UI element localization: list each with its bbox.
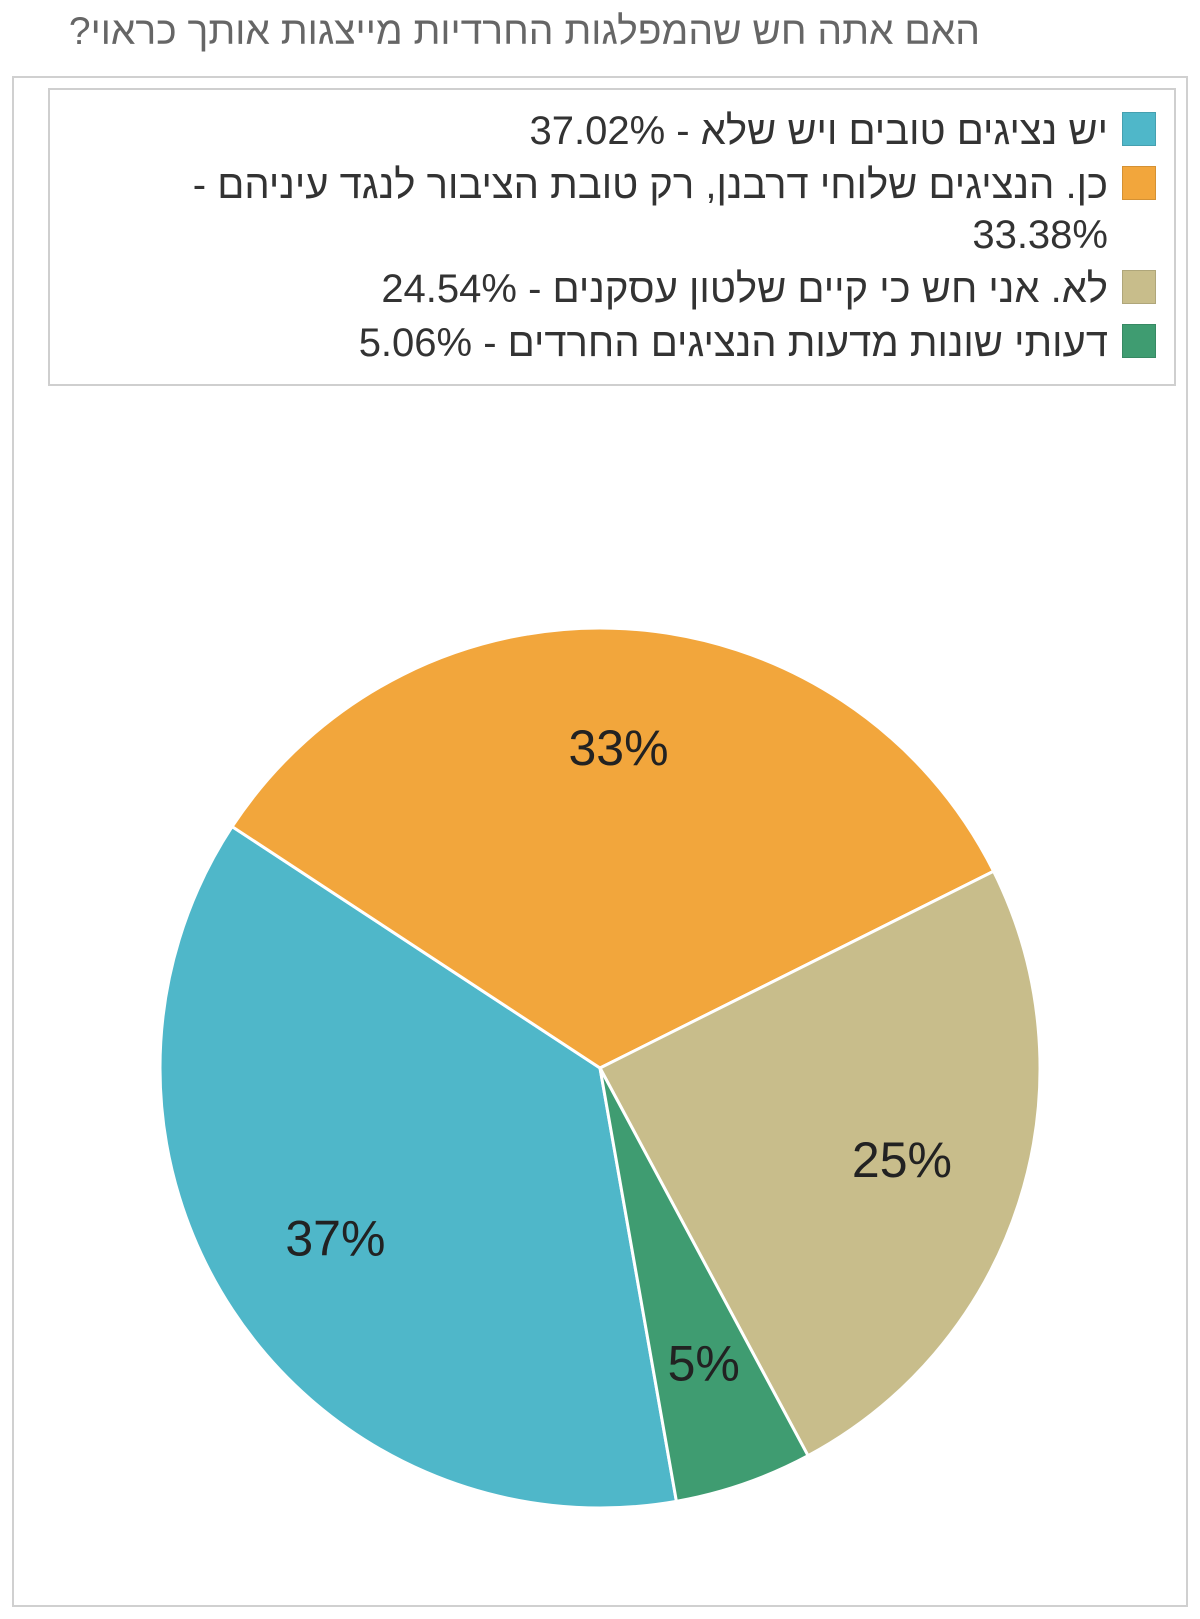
legend-item: לא. אני חש כי קיים שלטון עסקנים - 24.54% xyxy=(68,264,1156,314)
pie-slice-label: 33% xyxy=(569,720,669,776)
pie-wrap: 37% 33% 25% 5% xyxy=(14,558,1186,1605)
legend-swatch xyxy=(1122,112,1156,146)
legend-swatch xyxy=(1122,324,1156,358)
pie-chart: 37% 33% 25% 5% xyxy=(10,558,1186,1598)
legend-item: כן. הנציגים שלוחי דרבנן, רק טובת הציבור … xyxy=(68,160,1156,260)
legend-item: יש נציגים טובים ויש שלא - 37.02% xyxy=(68,106,1156,156)
legend-swatch xyxy=(1122,166,1156,200)
legend-item: דעותי שונות מדעות הנציגים החרדים - 5.06% xyxy=(68,318,1156,368)
pie-slice-label: 25% xyxy=(852,1132,952,1188)
chart-title: האם אתה חש שהמפלגות החרדיות מייצגות אותך… xyxy=(0,10,980,54)
legend-label: יש נציגים טובים ויש שלא - 37.02% xyxy=(530,106,1108,156)
pie-slice-label: 37% xyxy=(285,1210,385,1266)
legend-label: כן. הנציגים שלוחי דרבנן, רק טובת הציבור … xyxy=(68,160,1108,260)
legend-label: דעותי שונות מדעות הנציגים החרדים - 5.06% xyxy=(359,318,1108,368)
chart-frame: יש נציגים טובים ויש שלא - 37.02%כן. הנצי… xyxy=(12,76,1188,1607)
pie-slice-label: 5% xyxy=(668,1336,740,1392)
legend-label: לא. אני חש כי קיים שלטון עסקנים - 24.54% xyxy=(381,264,1108,314)
chart-legend: יש נציגים טובים ויש שלא - 37.02%כן. הנצי… xyxy=(48,88,1176,386)
chart-container: האם אתה חש שהמפלגות החרדיות מייצגות אותך… xyxy=(0,0,1200,1619)
legend-swatch xyxy=(1122,270,1156,304)
